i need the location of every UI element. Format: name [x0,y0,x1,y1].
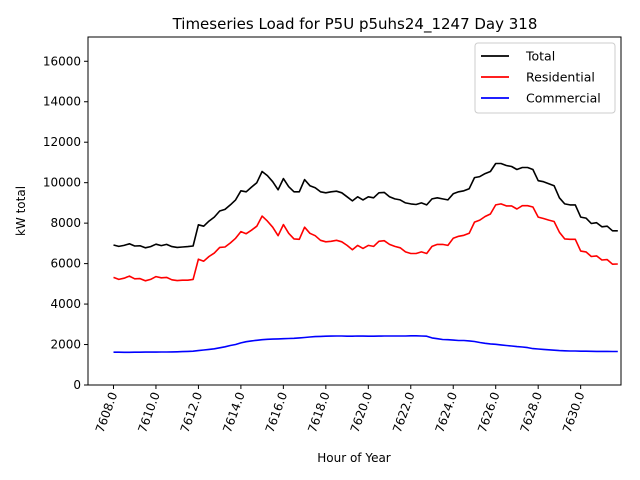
y-tick-label: 16000 [43,54,81,68]
x-axis-label: Hour of Year [317,451,391,465]
legend-label-commercial: Commercial [526,91,601,106]
y-tick-label: 10000 [43,176,81,190]
y-tick-label: 12000 [43,135,81,149]
y-axis-label: kW total [14,186,28,236]
series-lines [113,162,618,354]
legend-box [474,42,616,114]
legend-label-residential: Residential [526,70,595,85]
legend: Total Residential Commercial [474,42,616,114]
y-tick-label: 14000 [43,95,81,109]
y-axis: 0 2000 4000 6000 8000 10000 12000 14000 16000 [43,54,88,392]
y-tick-label: 2000 [50,338,81,352]
chart-title: Timeseries Load for P5U p5uhs24_1247 Day… [172,15,538,34]
legend-label-total: Total [525,49,555,64]
y-tick-label: 0 [73,378,81,392]
plot-frame [87,36,622,386]
series-line-residential [113,203,618,282]
y-tick-label: 8000 [50,216,81,230]
y-tick-label: 6000 [50,257,81,271]
series-line-total [113,162,618,249]
series-line-commercial [113,334,618,354]
y-tick-label: 4000 [50,297,81,311]
